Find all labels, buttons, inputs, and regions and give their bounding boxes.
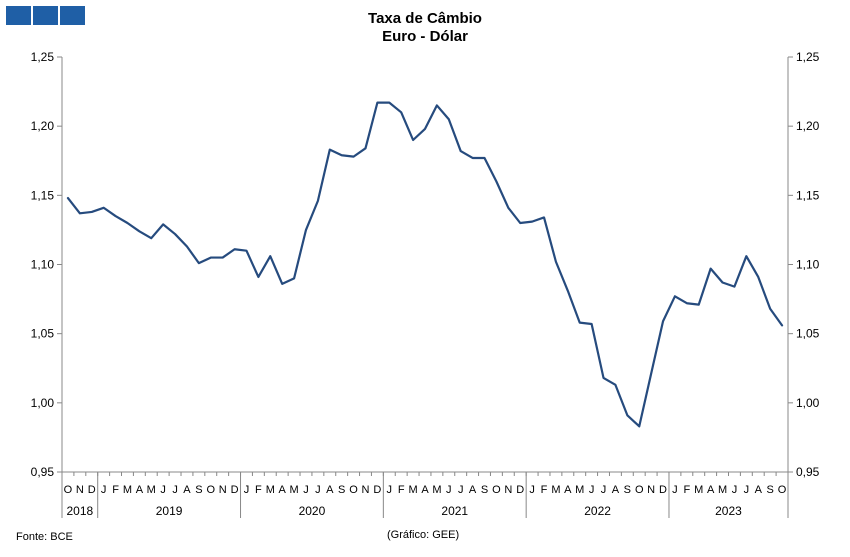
x-month-label: M xyxy=(694,484,703,496)
x-month-label: M xyxy=(432,484,441,496)
x-month-label: A xyxy=(707,484,715,496)
x-year-label: 2021 xyxy=(441,504,468,518)
x-month-label: O xyxy=(635,484,644,496)
credit-note: (Gráfico: GEE) xyxy=(387,529,460,541)
y-tick-label-left: 1,20 xyxy=(31,119,55,133)
x-month-label: S xyxy=(624,484,631,496)
y-tick-label-right: 1,20 xyxy=(796,119,820,133)
x-month-label: N xyxy=(362,484,370,496)
x-year-label: 2018 xyxy=(67,504,94,518)
x-month-label: S xyxy=(481,484,488,496)
x-year-label: 2022 xyxy=(584,504,611,518)
y-tick-label-left: 1,10 xyxy=(31,258,55,272)
x-month-label: O xyxy=(492,484,501,496)
x-month-label: F xyxy=(541,484,548,496)
x-month-label: J xyxy=(101,484,107,496)
x-month-label: O xyxy=(349,484,358,496)
x-month-label: S xyxy=(338,484,345,496)
x-month-label: J xyxy=(732,484,738,496)
x-month-label: O xyxy=(206,484,215,496)
x-month-label: F xyxy=(255,484,262,496)
x-month-label: J xyxy=(589,484,595,496)
x-month-label: F xyxy=(398,484,405,496)
x-month-label: D xyxy=(659,484,667,496)
x-month-label: J xyxy=(458,484,464,496)
x-month-label: N xyxy=(76,484,84,496)
y-tick-label-left: 0,95 xyxy=(31,465,55,479)
x-month-label: M xyxy=(123,484,132,496)
x-year-label: 2019 xyxy=(156,504,183,518)
x-year-label: 2023 xyxy=(715,504,742,518)
series-line-eur-usd xyxy=(66,101,784,428)
x-month-label: A xyxy=(755,484,763,496)
x-month-label: S xyxy=(766,484,773,496)
x-month-label: A xyxy=(612,484,620,496)
x-month-label: J xyxy=(387,484,393,496)
x-month-label: M xyxy=(718,484,727,496)
x-month-label: J xyxy=(172,484,178,496)
x-month-label: A xyxy=(326,484,334,496)
y-tick-label-left: 1,05 xyxy=(31,327,55,341)
chart-subtitle: Euro - Dólar xyxy=(382,28,468,45)
x-month-label: A xyxy=(469,484,477,496)
x-month-label: M xyxy=(551,484,560,496)
x-month-label: F xyxy=(112,484,119,496)
x-month-label: N xyxy=(504,484,512,496)
x-month-label: N xyxy=(647,484,655,496)
x-month-label: J xyxy=(744,484,750,496)
x-month-label: M xyxy=(147,484,156,496)
x-month-label: D xyxy=(516,484,524,496)
x-month-label: A xyxy=(279,484,287,496)
x-month-label: A xyxy=(136,484,144,496)
logo-square-3 xyxy=(60,6,85,25)
x-month-label: J xyxy=(601,484,607,496)
x-month-label: A xyxy=(564,484,572,496)
y-tick-label-right: 1,05 xyxy=(796,327,820,341)
y-tick-label-right: 1,10 xyxy=(796,258,820,272)
x-month-label: D xyxy=(373,484,381,496)
x-month-label: M xyxy=(409,484,418,496)
x-month-label: A xyxy=(421,484,429,496)
y-tick-label-left: 1,00 xyxy=(31,396,55,410)
x-month-label: M xyxy=(266,484,275,496)
source-note: Fonte: BCE xyxy=(16,531,73,543)
y-tick-label-right: 1,15 xyxy=(796,188,820,202)
y-tick-label-left: 1,25 xyxy=(31,50,55,64)
x-month-label: J xyxy=(160,484,166,496)
x-month-label: D xyxy=(88,484,96,496)
x-year-label: 2020 xyxy=(299,504,326,518)
y-tick-label-right: 1,25 xyxy=(796,50,820,64)
x-month-label: J xyxy=(446,484,452,496)
logo-square-2 xyxy=(33,6,58,25)
chart-title: Taxa de Câmbio xyxy=(368,10,482,27)
y-tick-label-right: 0,95 xyxy=(796,465,820,479)
x-month-label: D xyxy=(231,484,239,496)
x-month-label: N xyxy=(219,484,227,496)
logo-square-1 xyxy=(6,6,31,25)
x-month-label: O xyxy=(778,484,787,496)
x-month-label: J xyxy=(672,484,678,496)
y-tick-label-left: 1,15 xyxy=(31,188,55,202)
x-month-label: S xyxy=(195,484,202,496)
x-month-label: J xyxy=(244,484,250,496)
x-month-label: M xyxy=(575,484,584,496)
x-month-label: M xyxy=(289,484,298,496)
x-month-label: J xyxy=(303,484,309,496)
x-month-label: F xyxy=(683,484,690,496)
x-month-label: O xyxy=(64,484,73,496)
y-tick-label-right: 1,00 xyxy=(796,396,820,410)
x-month-label: J xyxy=(529,484,535,496)
x-month-label: A xyxy=(183,484,191,496)
x-month-label: J xyxy=(315,484,321,496)
